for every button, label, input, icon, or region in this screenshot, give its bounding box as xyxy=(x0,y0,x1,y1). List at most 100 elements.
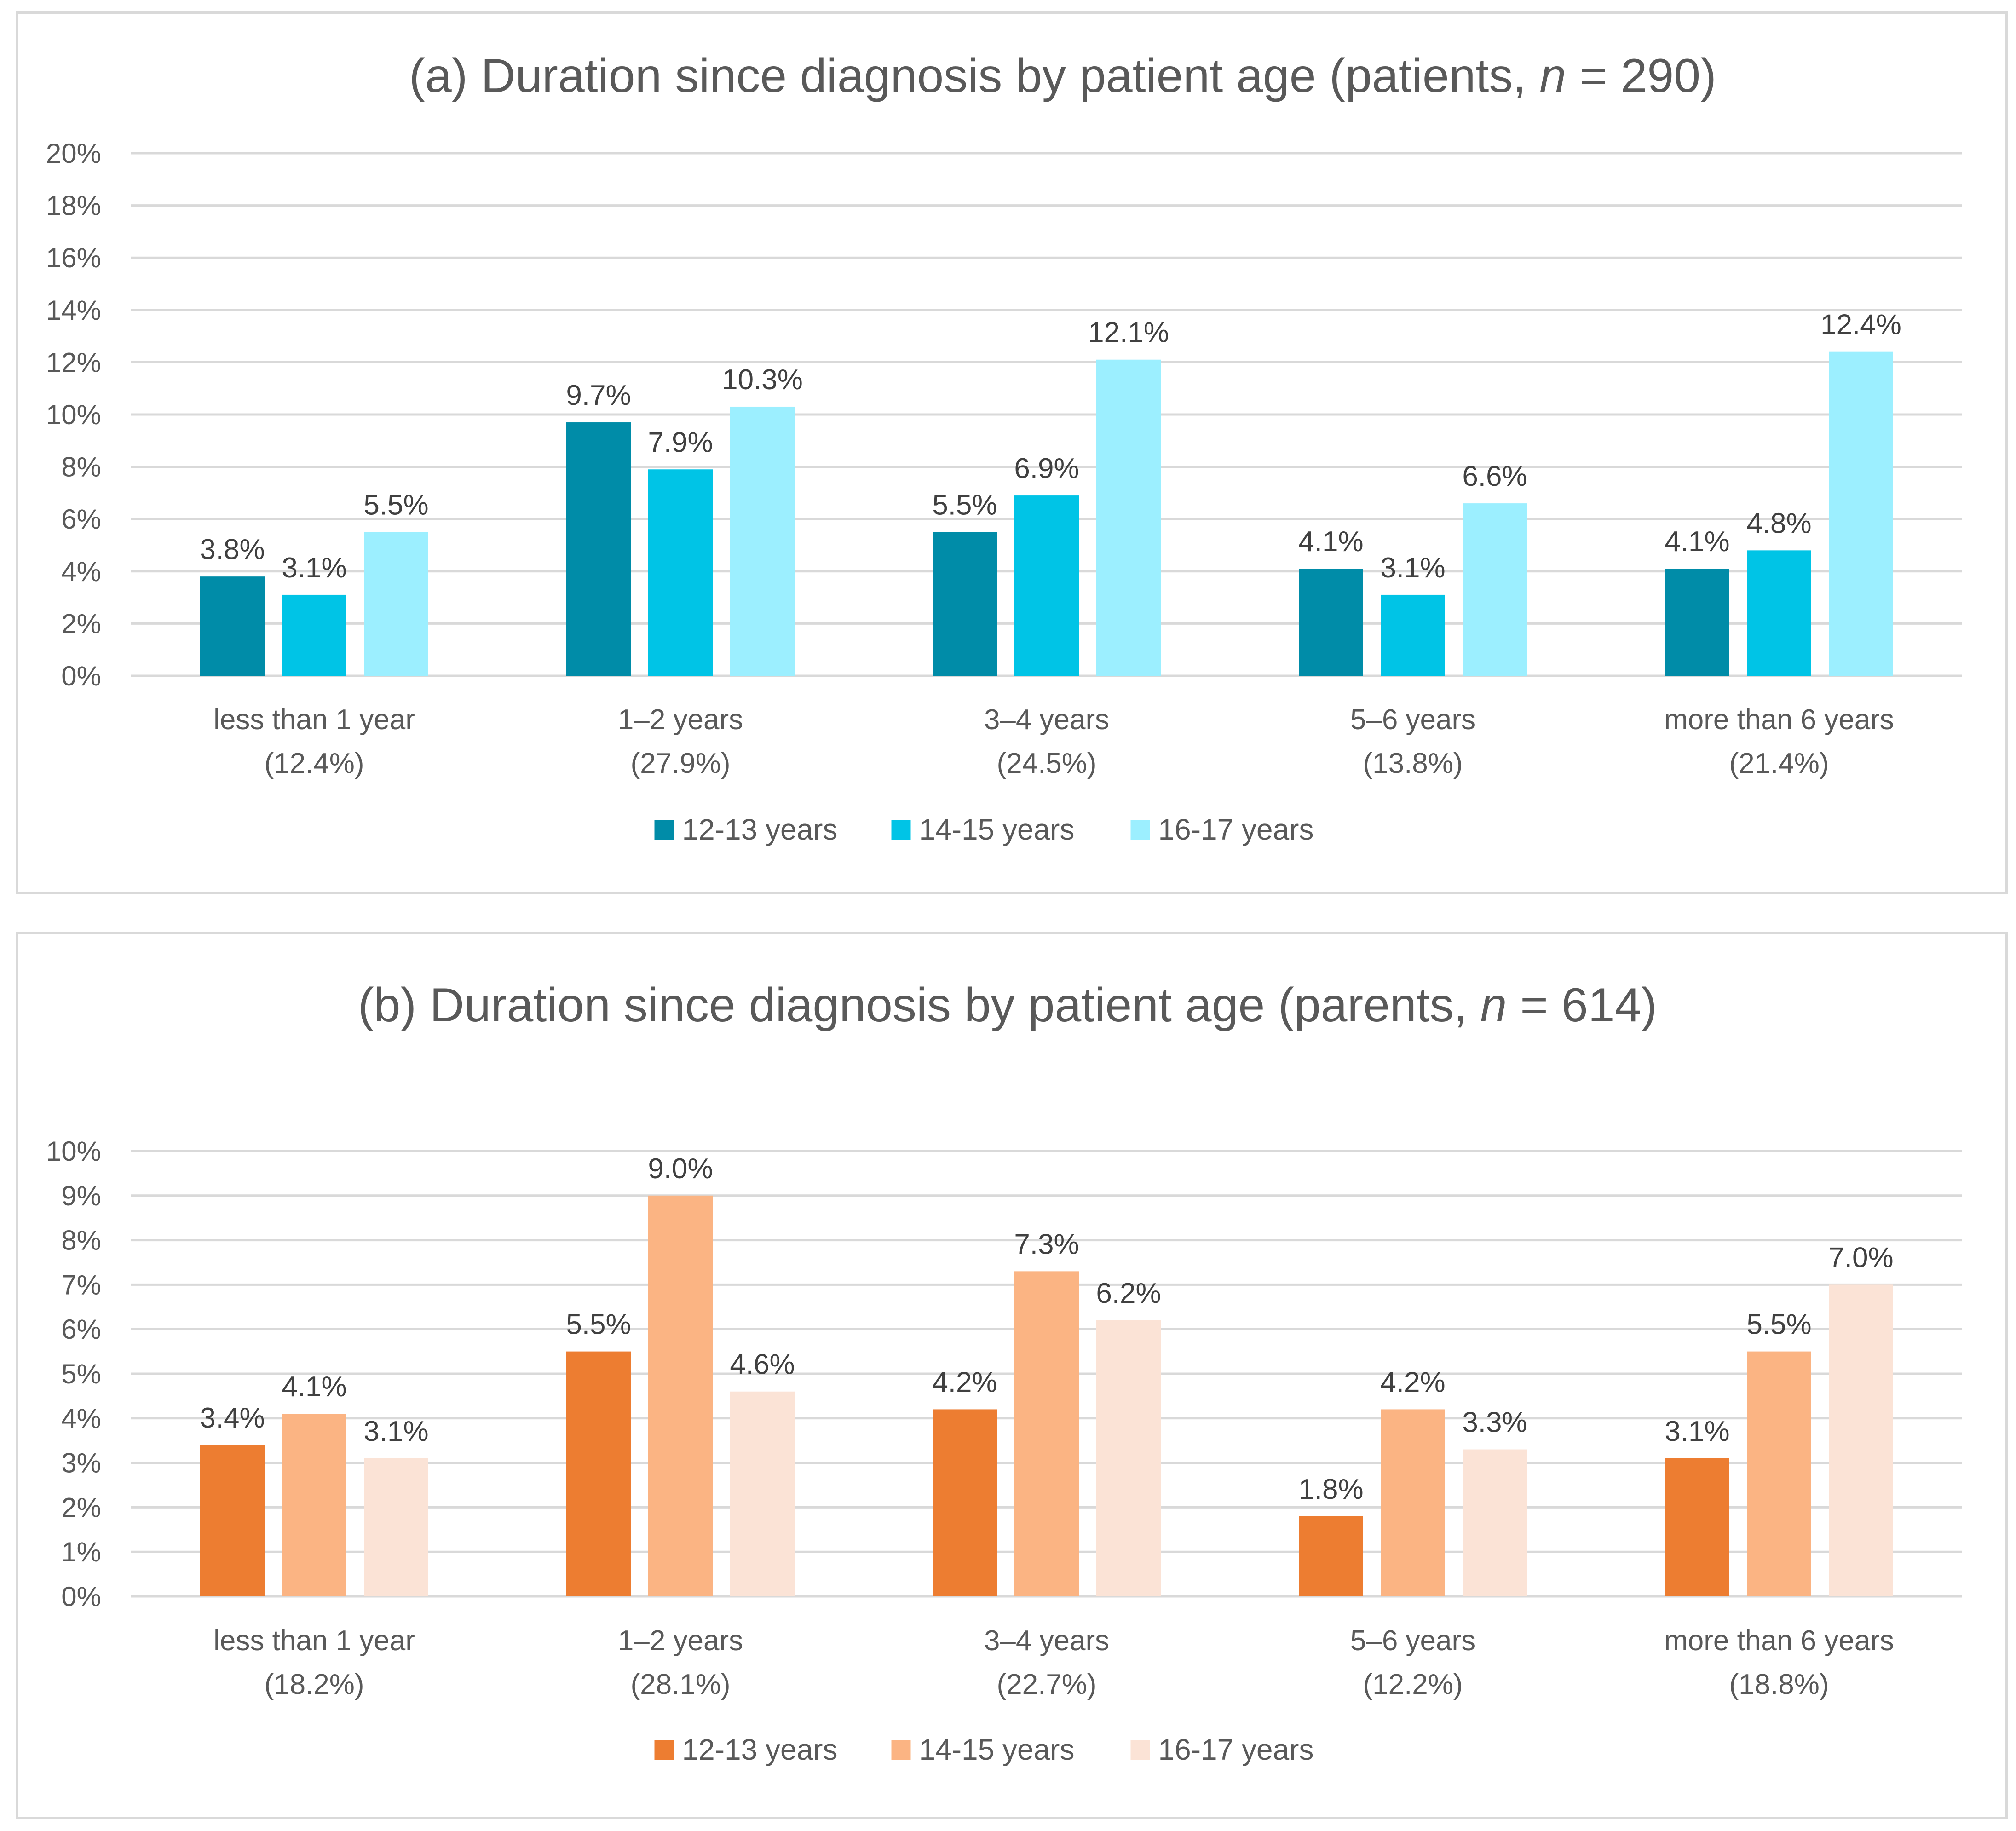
chart-a-data-label: 5.5% xyxy=(363,489,428,521)
chart-a-bar xyxy=(1463,503,1527,676)
chart-b-title: (b) Duration since diagnosis by patient … xyxy=(358,979,1657,1032)
chart-a-bar xyxy=(1014,495,1079,676)
chart-a-category-share: (12.4%) xyxy=(264,748,364,779)
chart-a-y-tick-label: 16% xyxy=(46,242,101,273)
chart-b-y-tick-label: 8% xyxy=(61,1225,101,1256)
chart-a-legend-swatch xyxy=(1130,820,1150,840)
chart-b-bar xyxy=(730,1391,795,1596)
chart-a-data-label: 4.1% xyxy=(1665,526,1729,558)
chart-a-legend-label: 14-15 years xyxy=(919,813,1075,846)
chart-b-data-label: 3.4% xyxy=(200,1402,265,1434)
chart-b-y-tick-label: 2% xyxy=(61,1492,101,1523)
chart-b-bar xyxy=(1665,1458,1729,1596)
chart-b-data-label: 7.0% xyxy=(1828,1242,1893,1273)
chart-a-data-label: 3.1% xyxy=(282,552,346,584)
chart-a-category-label: more than 6 years xyxy=(1664,704,1894,736)
chart-b-bar xyxy=(200,1445,265,1596)
chart-a-bar xyxy=(1665,569,1729,676)
chart-a-y-tick-label: 8% xyxy=(61,452,101,483)
chart-a-bar xyxy=(1829,351,1893,676)
chart-a-bar xyxy=(1299,569,1363,676)
chart-a-data-label: 6.6% xyxy=(1462,461,1527,492)
chart-b-y-tick-label: 10% xyxy=(46,1136,101,1167)
chart-b-category-label: 3–4 years xyxy=(984,1625,1109,1657)
chart-a-bar xyxy=(364,532,428,676)
chart-b-data-label: 9.0% xyxy=(648,1153,713,1185)
chart-b-bar xyxy=(1014,1271,1079,1596)
chart-a-category-label: 1–2 years xyxy=(618,704,743,736)
chart-a-bar xyxy=(1381,594,1445,676)
chart-a-y-tick-label: 12% xyxy=(46,347,101,378)
chart-b-bar xyxy=(1829,1284,1893,1596)
chart-b-data-label: 4.2% xyxy=(932,1366,997,1398)
chart-a-y-tick-label: 2% xyxy=(61,608,101,639)
chart-a-category-label: 5–6 years xyxy=(1350,704,1475,736)
chart-a-legend-swatch xyxy=(891,820,911,840)
chart-a-bar xyxy=(1747,550,1811,676)
chart-b-y-tick-label: 0% xyxy=(61,1581,101,1612)
chart-b-y-tick-label: 7% xyxy=(61,1269,101,1300)
chart-b-category-share: (28.1%) xyxy=(630,1669,730,1700)
chart-b-category-label: 5–6 years xyxy=(1350,1625,1475,1657)
chart-b-data-label: 1.8% xyxy=(1298,1474,1363,1505)
chart-a-y-tick-label: 20% xyxy=(46,138,101,169)
chart-a-data-label: 12.4% xyxy=(1820,309,1901,341)
chart-b-category-share: (18.2%) xyxy=(264,1669,364,1700)
chart-b-category-label: less than 1 year xyxy=(213,1625,415,1657)
chart-a-title: (a) Duration since diagnosis by patient … xyxy=(409,49,1716,103)
chart-b-category-share: (22.7%) xyxy=(996,1669,1096,1700)
chart-b-y-tick-label: 5% xyxy=(61,1359,101,1389)
chart-a-bar xyxy=(648,469,713,676)
chart-b-legend-label: 16-17 years xyxy=(1158,1733,1314,1766)
chart-b-panel xyxy=(16,932,2008,1819)
chart-b-bar xyxy=(1463,1449,1527,1596)
chart-b-legend-swatch xyxy=(891,1740,911,1760)
chart-a-data-label: 5.5% xyxy=(932,489,997,521)
chart-a-data-label: 9.7% xyxy=(566,380,631,411)
chart-a-bar xyxy=(282,594,346,676)
chart-b-bar xyxy=(1299,1516,1363,1596)
chart-a-plot: 0% 2% 4% 6% 8% 10% 12% 14% 16% 18% 20% 3.8% 3.1% 5.5%… xyxy=(46,138,1962,846)
chart-a-bar xyxy=(933,532,997,676)
chart-b-bar xyxy=(1381,1409,1445,1596)
chart-b-category-share: (18.8%) xyxy=(1729,1669,1829,1700)
chart-b-y-tick-label: 1% xyxy=(61,1537,101,1567)
chart-b-bar xyxy=(1747,1351,1811,1596)
chart-a-bar xyxy=(1096,359,1161,676)
chart-a-y-tick-label: 14% xyxy=(46,295,101,326)
chart-a-y-tick-label: 4% xyxy=(61,556,101,587)
chart-a-category-label: less than 1 year xyxy=(213,704,415,736)
chart-a-data-label: 12.1% xyxy=(1088,317,1169,349)
chart-b-legend-label: 14-15 years xyxy=(919,1733,1075,1766)
chart-a-category-label: 3–4 years xyxy=(984,704,1109,736)
chart-b-data-label: 4.6% xyxy=(730,1349,795,1381)
chart-b-data-label: 3.3% xyxy=(1462,1407,1527,1439)
chart-b-bar xyxy=(566,1351,631,1596)
chart-b-bar xyxy=(648,1195,713,1596)
chart-b-y-tick-label: 3% xyxy=(61,1448,101,1479)
chart-b-legend-swatch xyxy=(654,1740,674,1760)
chart-a-data-label: 4.1% xyxy=(1298,526,1363,558)
chart-b-data-label: 3.1% xyxy=(363,1416,428,1447)
chart-b-data-label: 6.2% xyxy=(1096,1278,1161,1309)
chart-a-panel xyxy=(16,11,2008,894)
chart-b-bar xyxy=(282,1414,346,1596)
chart-b-category-share: (12.2%) xyxy=(1363,1669,1463,1700)
chart-a-category-share: (24.5%) xyxy=(996,748,1096,779)
chart-a-bar xyxy=(730,406,795,676)
chart-b-data-label: 5.5% xyxy=(1746,1309,1811,1341)
chart-a-legend-label: 12-13 years xyxy=(682,813,838,846)
chart-a-data-label: 10.3% xyxy=(722,364,803,396)
chart-b-category-label: more than 6 years xyxy=(1664,1625,1894,1657)
chart-b-data-label: 4.2% xyxy=(1380,1366,1445,1398)
chart-b-bar xyxy=(364,1458,428,1596)
chart-b-legend-swatch xyxy=(1130,1740,1150,1760)
chart-a-data-label: 6.9% xyxy=(1014,453,1079,484)
chart-a-legend-swatch xyxy=(654,820,674,840)
chart-b-y-tick-label: 4% xyxy=(61,1403,101,1434)
chart-a-y-tick-label: 10% xyxy=(46,399,101,430)
chart-a-category-share: (21.4%) xyxy=(1729,748,1829,779)
chart-a-data-label: 3.8% xyxy=(200,534,265,565)
chart-b-data-label: 7.3% xyxy=(1014,1228,1079,1260)
